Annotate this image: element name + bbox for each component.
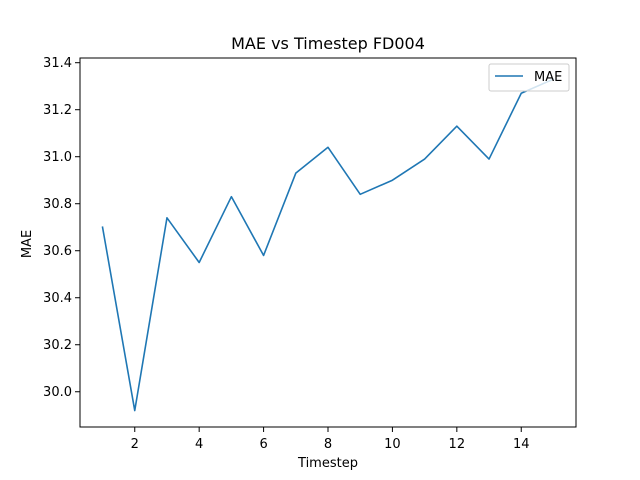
y-tick-label: 30.8 [43,197,72,212]
x-tick-label: 10 [384,437,401,452]
plot-area [79,57,577,428]
y-tick-label: 31.4 [43,56,72,71]
y-tick-label: 31.0 [43,150,72,165]
legend-box [488,63,570,92]
x-tick-label: 14 [513,437,530,452]
plot-frame [79,57,577,428]
y-tick-label: 30.6 [43,244,72,259]
chart-title: MAE vs Timestep FD004 [231,34,425,53]
x-tick-label: 2 [131,437,139,452]
y-tick-label: 31.2 [43,103,72,118]
x-tick-label: 12 [449,437,466,452]
x-axis-ticks: 2 4 6 8 10 12 14 [131,427,530,452]
y-axis-label: MAE [20,230,35,258]
series-line-mae [101,78,555,412]
x-tick-label: 4 [195,437,203,452]
y-tick-label: 30.2 [43,338,72,353]
legend-label: MAE [534,70,562,85]
y-axis-ticks: 30.0 30.2 30.4 30.6 30.8 31.0 31.2 31.4 [43,56,80,400]
x-tick-label: 6 [259,437,267,452]
y-tick-label: 30.4 [43,291,72,306]
legend: MAE [488,63,570,92]
y-tick-label: 30.0 [43,385,72,400]
x-tick-label: 8 [324,437,332,452]
x-axis-label: Timestep [297,456,358,471]
